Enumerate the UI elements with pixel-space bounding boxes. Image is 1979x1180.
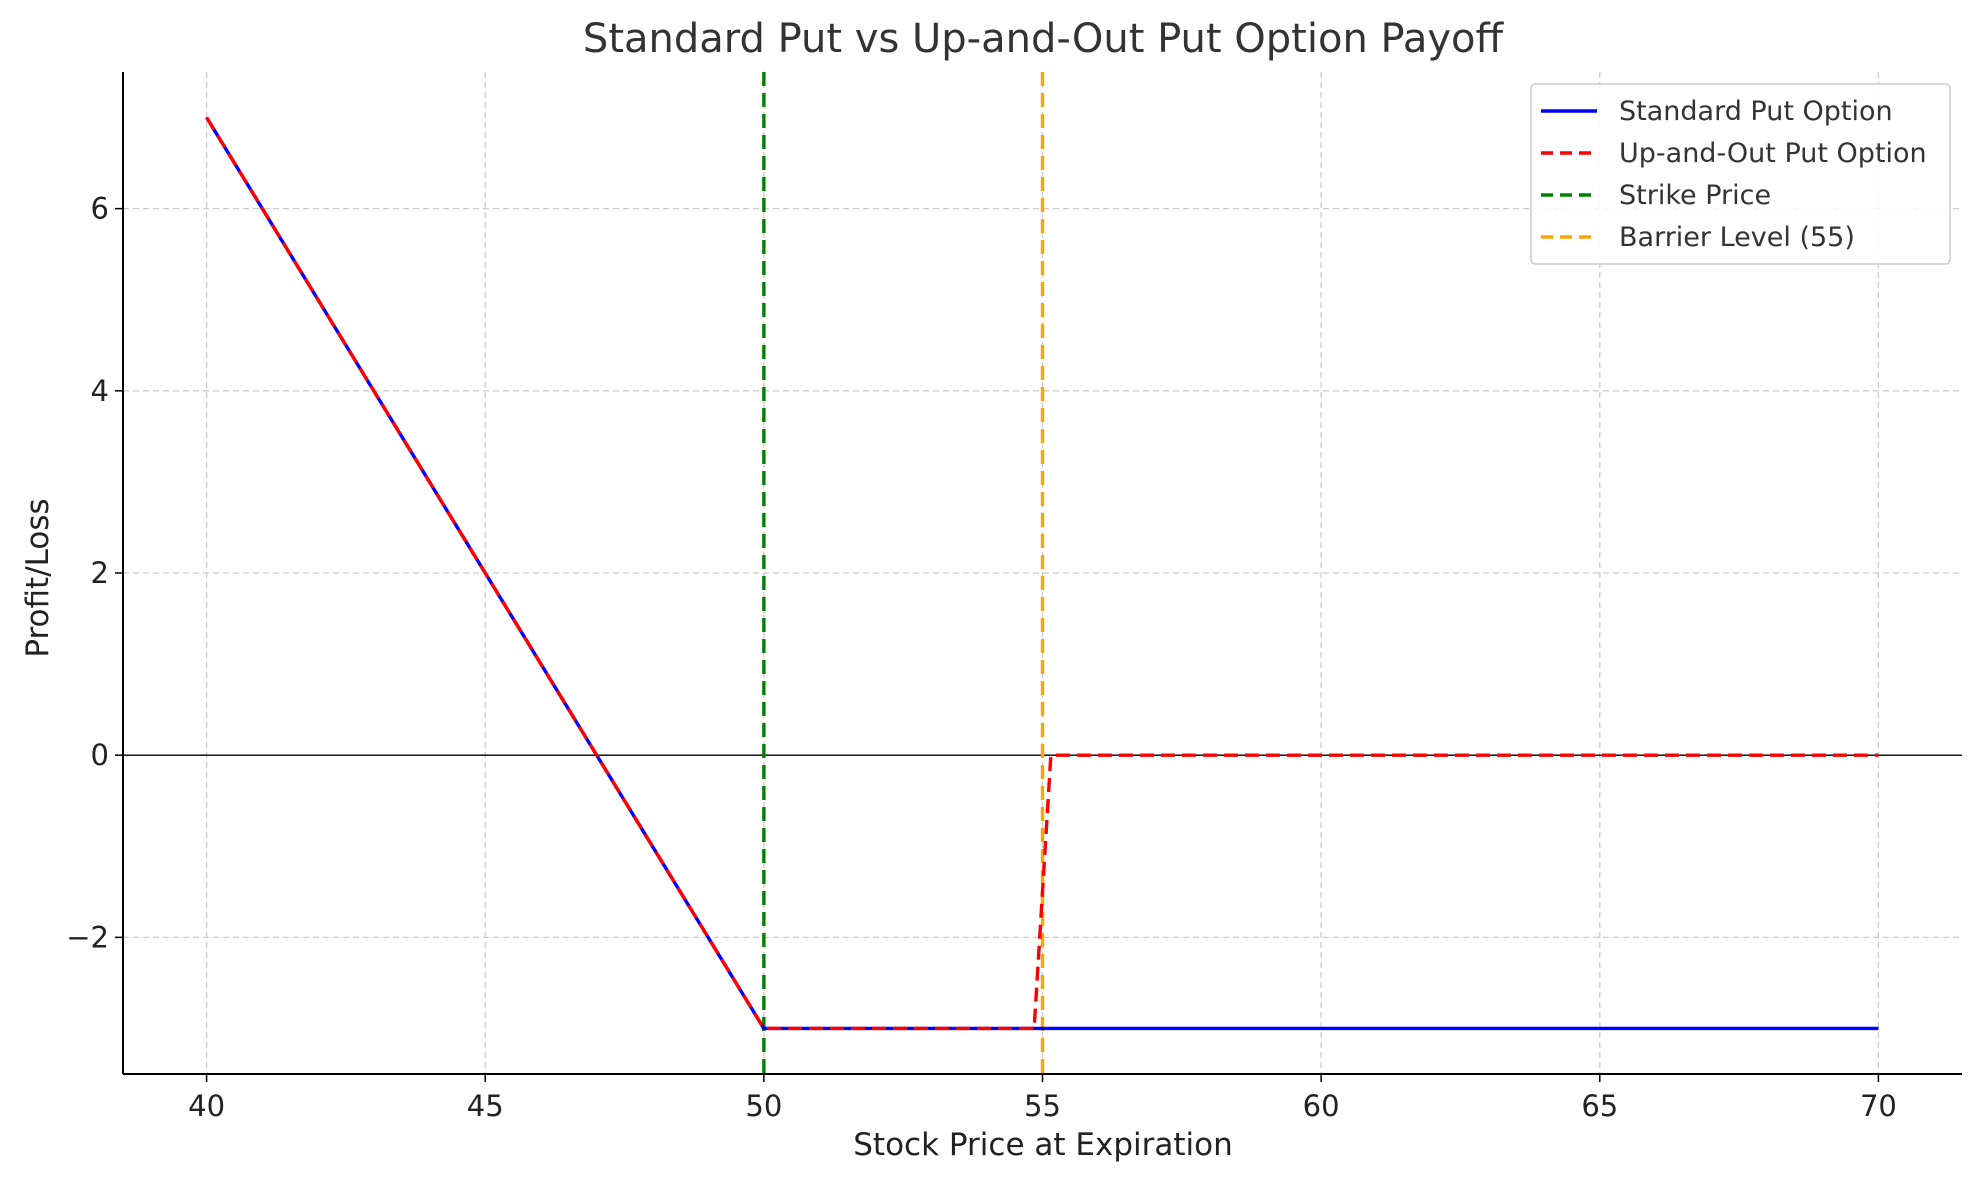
axes — [115, 72, 1962, 1082]
legend-label-barrier-level-55: Barrier Level (55) — [1619, 222, 1855, 253]
legend-label-strike-price: Strike Price — [1619, 180, 1771, 211]
legend-box — [1530, 83, 1951, 265]
x-axis-label: Stock Price at Expiration — [853, 1127, 1232, 1163]
y-axis-label: Profit/Loss — [20, 498, 56, 657]
chart-title: Standard Put vs Up-and-Out Put Option Pa… — [583, 16, 1505, 62]
x-tick-label-60: 60 — [1303, 1089, 1340, 1123]
tick-labels: 40 45 50 55 60 65 70 −2 0 2 4 6 — [66, 192, 1897, 1123]
x-tick-label-50: 50 — [745, 1089, 782, 1123]
legend: Standard Put Option Up-and-Out Put Option… — [1530, 83, 1951, 265]
x-tick-label-65: 65 — [1581, 1089, 1618, 1123]
x-tick-label-45: 45 — [467, 1089, 504, 1123]
y-tick-label-0: −2 — [66, 920, 109, 954]
series-line-standard-put-option — [205, 116, 1879, 1031]
x-tick-label-70: 70 — [1860, 1089, 1897, 1123]
x-tick-label-40: 40 — [188, 1089, 225, 1123]
y-tick-label-1: 0 — [91, 738, 109, 772]
y-tick-label-2: 2 — [91, 556, 109, 590]
y-tick-label-4: 6 — [91, 192, 109, 226]
legend-label-standard-put-option: Standard Put Option — [1619, 96, 1893, 127]
legend-label-up-and-out-put-option: Up-and-Out Put Option — [1619, 138, 1927, 169]
y-tick-label-3: 4 — [91, 374, 109, 408]
x-tick-label-55: 55 — [1024, 1089, 1061, 1123]
series-lines — [205, 116, 1879, 1031]
